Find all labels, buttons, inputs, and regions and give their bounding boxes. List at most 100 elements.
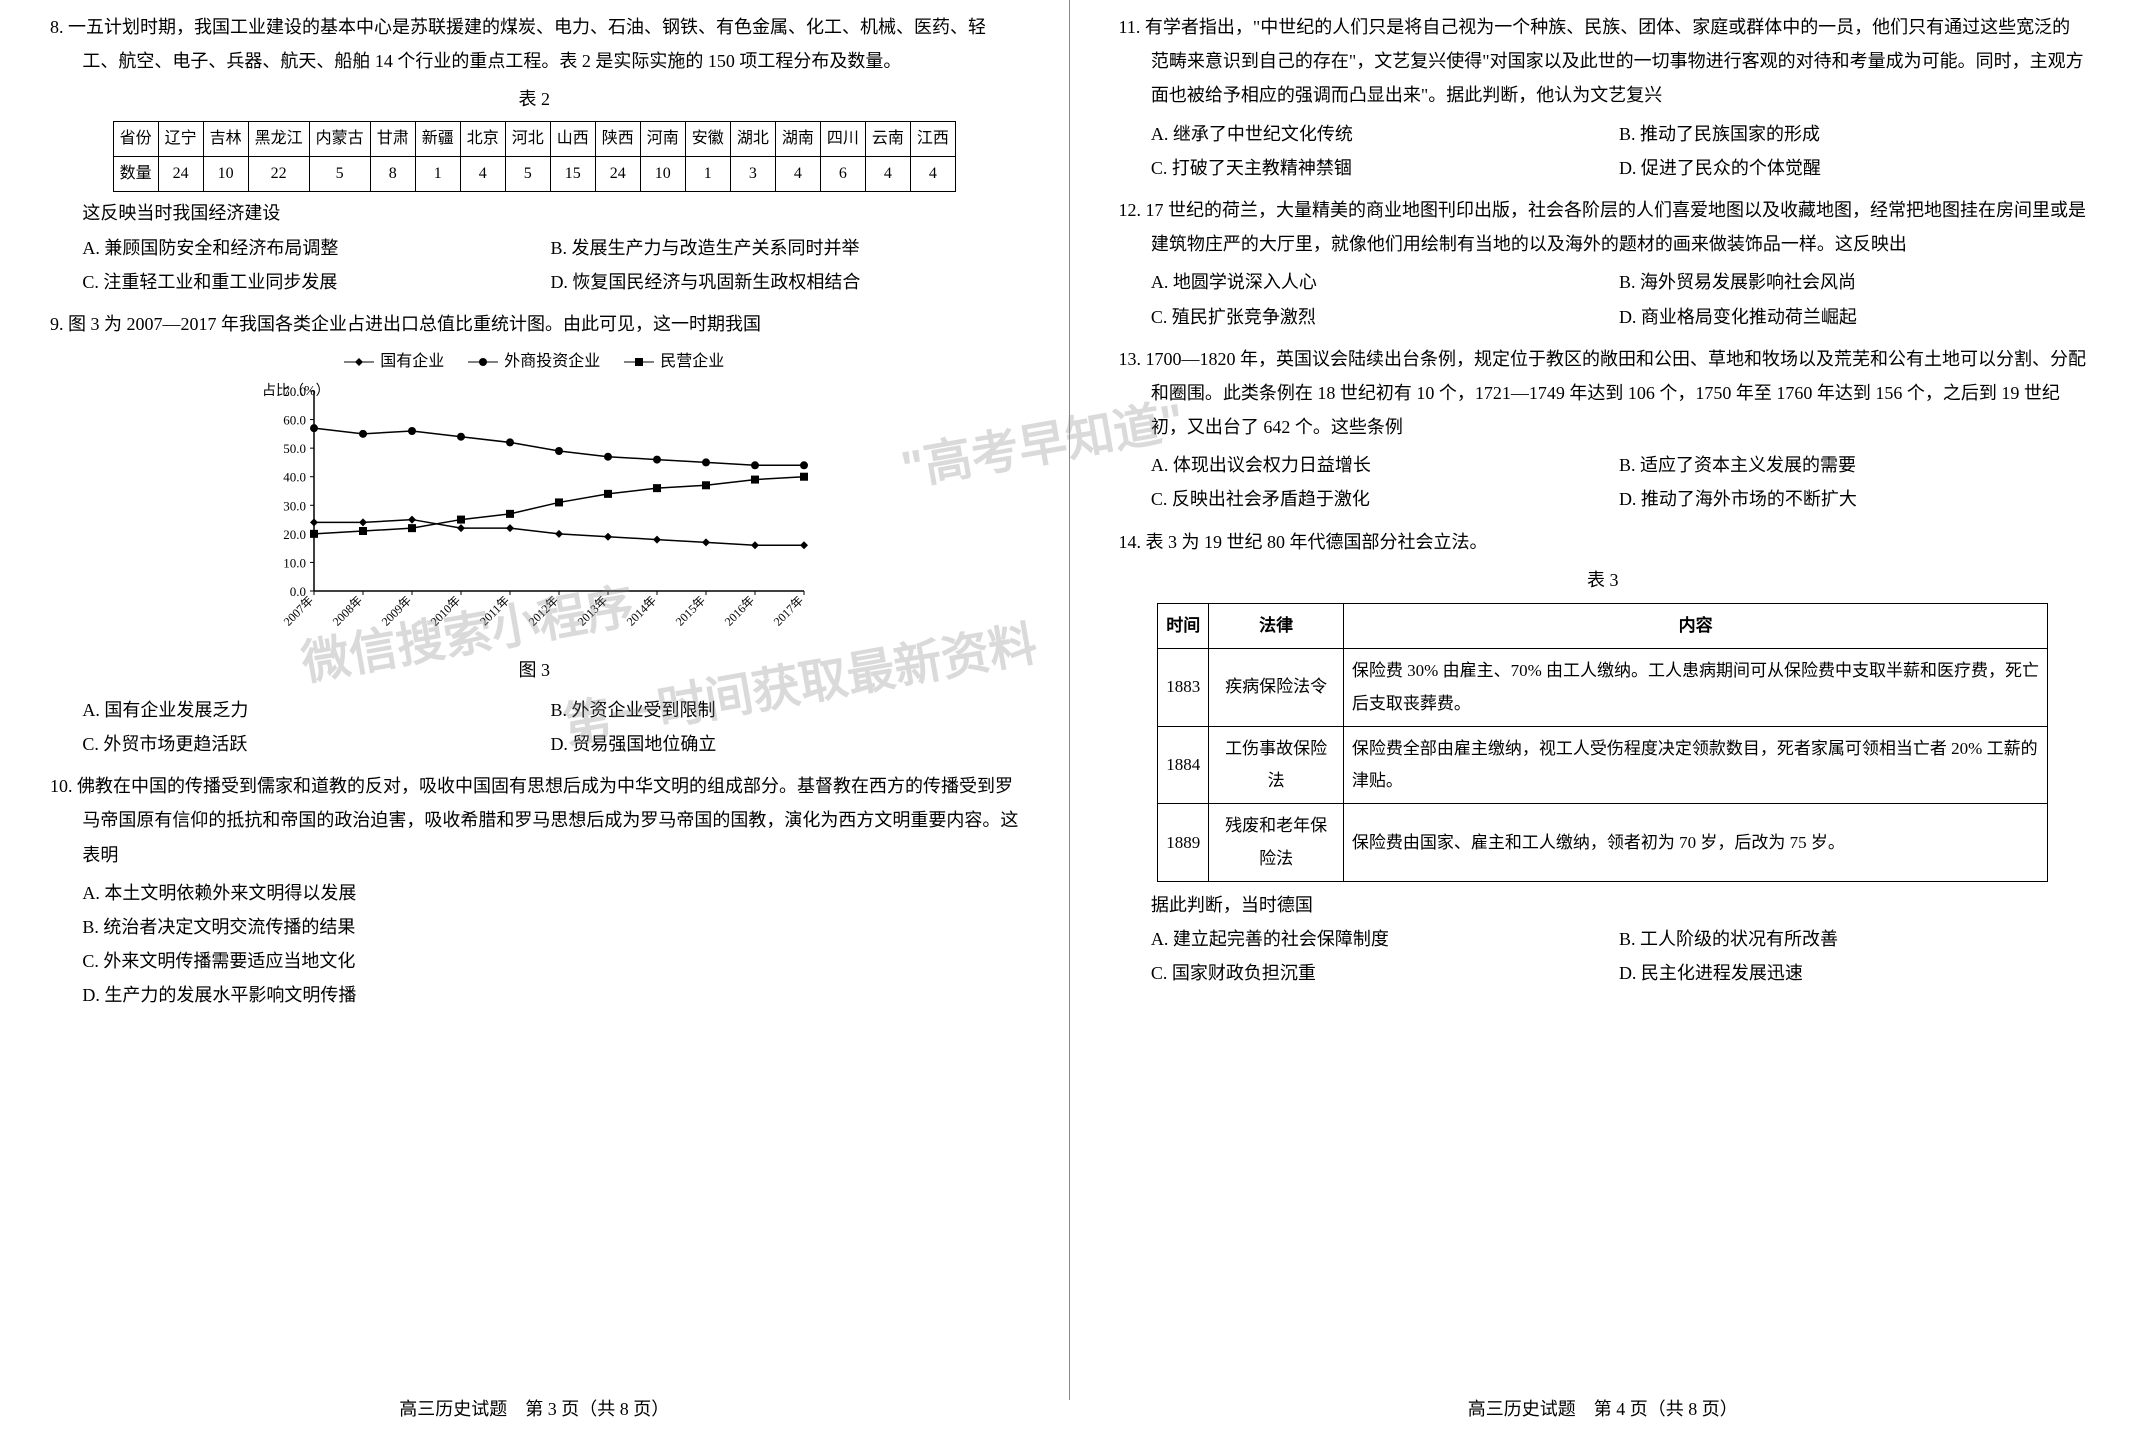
q10-opt-c: C. 外来文明传播需要适应当地文化 [82, 944, 1018, 978]
q9-text: 9. 图 3 为 2007—2017 年我国各类企业占进出口总值比重统计图。由此… [50, 307, 1019, 341]
chart-legend: 国有企业 外商投资企业 民营企业 [50, 347, 1019, 377]
svg-text:2014年: 2014年 [624, 594, 659, 629]
svg-text:40.0: 40.0 [284, 470, 307, 485]
t3-h-content: 内容 [1343, 604, 2047, 649]
svg-text:2009年: 2009年 [379, 594, 414, 629]
q10-text: 10. 佛教在中国的传播受到儒家和道教的反对，吸收中国固有思想后成为中华文明的组… [50, 769, 1019, 872]
right-footer: 高三历史试题 第 4 页（共 8 页） [1069, 1392, 2137, 1426]
q8-text: 8. 一五计划时期，我国工业建设的基本中心是苏联援建的煤炭、电力、石油、钢铁、有… [50, 10, 1019, 78]
q8-num: 8. [50, 17, 64, 37]
svg-text:10.0: 10.0 [284, 556, 307, 571]
svg-text:2008年: 2008年 [330, 594, 365, 629]
q12-body: 17 世纪的荷兰，大量精美的商业地图刊印出版，社会各阶层的人们喜爱地图以及收藏地… [1146, 200, 2087, 254]
q8-subtext: 这反映当时我国经济建设 [50, 196, 1019, 230]
q14-opt-c: C. 国家财政负担沉重 [1151, 956, 1619, 990]
legend-foreign: 外商投资企业 [468, 347, 600, 377]
svg-text:60.0: 60.0 [284, 413, 307, 428]
q13-options: A. 体现出议会权力日益增长 B. 适应了资本主义发展的需要 C. 反映出社会矛… [1119, 448, 2088, 516]
question-10: 10. 佛教在中国的传播受到儒家和道教的反对，吸收中国固有思想后成为中华文明的组… [50, 769, 1019, 1012]
q8-body: 一五计划时期，我国工业建设的基本中心是苏联援建的煤炭、电力、石油、钢铁、有色金属… [68, 17, 986, 71]
q12-num: 12. [1119, 200, 1142, 220]
q9-opt-a: A. 国有企业发展乏力 [82, 693, 550, 727]
t3-r1-c0: 1884 [1158, 726, 1209, 804]
q11-num: 11. [1119, 17, 1141, 37]
q10-opt-d: D. 生产力的发展水平影响文明传播 [82, 978, 1018, 1012]
q10-num: 10. [50, 776, 73, 796]
left-page: 8. 一五计划时期，我国工业建设的基本中心是苏联援建的煤炭、电力、石油、钢铁、有… [0, 0, 1069, 1434]
t3-r0-c0: 1883 [1158, 649, 1209, 727]
q12-opt-a: A. 地圆学说深入人心 [1151, 265, 1619, 299]
t3-r1-c1: 工伤事故保险法 [1209, 726, 1344, 804]
table-2: 省份辽宁吉林黑龙江内蒙古甘肃新疆北京河北山西陕西河南安徽湖北湖南四川云南江西 数… [113, 121, 956, 193]
q11-options: A. 继承了中世纪文化传统 B. 推动了民族国家的形成 C. 打破了天主教精神禁… [1119, 117, 2088, 185]
svg-text:2017年: 2017年 [771, 594, 806, 629]
svg-text:2016年: 2016年 [722, 594, 757, 629]
svg-text:2012年: 2012年 [526, 594, 561, 629]
q11-text: 11. 有学者指出，"中世纪的人们只是将自己视为一个种族、民族、团体、家庭或群体… [1119, 10, 2088, 113]
legend-state: 国有企业 [344, 347, 444, 377]
legend-private: 民营企业 [624, 347, 724, 377]
question-9: 9. 图 3 为 2007—2017 年我国各类企业占进出口总值比重统计图。由此… [50, 307, 1019, 761]
table3-caption: 表 3 [1119, 563, 2088, 597]
svg-text:2011年: 2011年 [477, 594, 512, 629]
t3-r2-c0: 1889 [1158, 804, 1209, 882]
q14-text: 14. 表 3 为 19 世纪 80 年代德国部分社会立法。 [1119, 525, 2088, 559]
question-8: 8. 一五计划时期，我国工业建设的基本中心是苏联援建的煤炭、电力、石油、钢铁、有… [50, 10, 1019, 299]
t3-r2-c2: 保险费由国家、雇主和工人缴纳，领者初为 70 岁，后改为 75 岁。 [1343, 804, 2047, 882]
q9-options: A. 国有企业发展乏力 B. 外资企业受到限制 C. 外贸市场更趋活跃 D. 贸… [50, 693, 1019, 761]
q9-opt-c: C. 外贸市场更趋活跃 [82, 727, 550, 761]
q13-opt-d: D. 推动了海外市场的不断扩大 [1619, 482, 2087, 516]
q10-opt-a: A. 本土文明依赖外来文明得以发展 [82, 876, 1018, 910]
question-13: 13. 1700—1820 年，英国议会陆续出台条例，规定位于教区的敞田和公田、… [1119, 342, 2088, 517]
q11-opt-c: C. 打破了天主教精神禁锢 [1151, 151, 1619, 185]
q14-opt-a: A. 建立起完善的社会保障制度 [1151, 922, 1619, 956]
svg-text:2013年: 2013年 [575, 594, 610, 629]
question-11: 11. 有学者指出，"中世纪的人们只是将自己视为一个种族、民族、团体、家庭或群体… [1119, 10, 2088, 185]
q9-body: 图 3 为 2007—2017 年我国各类企业占进出口总值比重统计图。由此可见，… [68, 314, 761, 334]
q12-options: A. 地圆学说深入人心 B. 海外贸易发展影响社会风尚 C. 殖民扩张竞争激烈 … [1119, 265, 2088, 333]
q8-opt-b: B. 发展生产力与改造生产关系同时并举 [550, 231, 1018, 265]
q12-opt-c: C. 殖民扩张竞争激烈 [1151, 300, 1619, 334]
svg-text:2010年: 2010年 [428, 594, 463, 629]
svg-text:50.0: 50.0 [284, 442, 307, 457]
svg-text:占比（%）: 占比（%） [262, 383, 330, 399]
q9-opt-d: D. 贸易强国地位确立 [550, 727, 1018, 761]
q9-opt-b: B. 外资企业受到限制 [550, 693, 1018, 727]
chart-figure-3: 国有企业 外商投资企业 民营企业 0.010.020.030.040.050.0… [50, 347, 1019, 687]
q11-opt-a: A. 继承了中世纪文化传统 [1151, 117, 1619, 151]
q14-num: 14. [1119, 532, 1142, 552]
t3-h-law: 法律 [1209, 604, 1344, 649]
q12-opt-b: B. 海外贸易发展影响社会风尚 [1619, 265, 2087, 299]
right-page: 11. 有学者指出，"中世纪的人们只是将自己视为一个种族、民族、团体、家庭或群体… [1069, 0, 2137, 1434]
q11-body: 有学者指出，"中世纪的人们只是将自己视为一个种族、民族、团体、家庭或群体中的一员… [1145, 17, 2084, 105]
q10-options: A. 本土文明依赖外来文明得以发展 B. 统治者决定文明交流传播的结果 C. 外… [50, 876, 1019, 1013]
q10-body: 佛教在中国的传播受到儒家和道教的反对，吸收中国固有思想后成为中华文明的组成部分。… [77, 776, 1018, 864]
q14-subtext: 据此判断，当时德国 [1119, 888, 2088, 922]
t3-r2-c1: 残废和老年保险法 [1209, 804, 1344, 882]
t3-r1-c2: 保险费全部由雇主缴纳，视工人受伤程度决定领款数目，死者家属可领相当亡者 20% … [1343, 726, 2047, 804]
table-3: 时间 法律 内容 1883 疾病保险法令 保险费 30% 由雇主、70% 由工人… [1157, 603, 2048, 882]
q13-opt-a: A. 体现出议会权力日益增长 [1151, 448, 1619, 482]
q8-opt-c: C. 注重轻工业和重工业同步发展 [82, 265, 550, 299]
q13-opt-b: B. 适应了资本主义发展的需要 [1619, 448, 2087, 482]
q13-num: 13. [1119, 349, 1142, 369]
q8-opt-d: D. 恢复国民经济与巩固新生政权相结合 [550, 265, 1018, 299]
question-14: 14. 表 3 为 19 世纪 80 年代德国部分社会立法。 表 3 时间 法律… [1119, 525, 2088, 991]
q13-body: 1700—1820 年，英国议会陆续出台条例，规定位于教区的敞田和公田、草地和牧… [1146, 349, 2087, 437]
chart-caption: 图 3 [50, 653, 1019, 687]
q13-opt-c: C. 反映出社会矛盾趋于激化 [1151, 482, 1619, 516]
table2-caption: 表 2 [50, 82, 1019, 116]
t3-r0-c2: 保险费 30% 由雇主、70% 由工人缴纳。工人患病期间可从保险费中支取半薪和医… [1343, 649, 2047, 727]
q14-body: 表 3 为 19 世纪 80 年代德国部分社会立法。 [1146, 532, 1488, 552]
q12-opt-d: D. 商业格局变化推动荷兰崛起 [1619, 300, 2087, 334]
q14-options: A. 建立起完善的社会保障制度 B. 工人阶级的状况有所改善 C. 国家财政负担… [1119, 922, 2088, 990]
question-12: 12. 17 世纪的荷兰，大量精美的商业地图刊印出版，社会各阶层的人们喜爱地图以… [1119, 193, 2088, 334]
q14-opt-d: D. 民主化进程发展迅速 [1619, 956, 2087, 990]
svg-text:2015年: 2015年 [673, 594, 708, 629]
q13-text: 13. 1700—1820 年，英国议会陆续出台条例，规定位于教区的敞田和公田、… [1119, 342, 2088, 445]
svg-text:30.0: 30.0 [284, 499, 307, 514]
t3-r0-c1: 疾病保险法令 [1209, 649, 1344, 727]
q11-opt-b: B. 推动了民族国家的形成 [1619, 117, 2087, 151]
q8-options: A. 兼顾国防安全和经济布局调整 B. 发展生产力与改造生产关系同时并举 C. … [50, 231, 1019, 299]
left-footer: 高三历史试题 第 3 页（共 8 页） [0, 1392, 1069, 1426]
